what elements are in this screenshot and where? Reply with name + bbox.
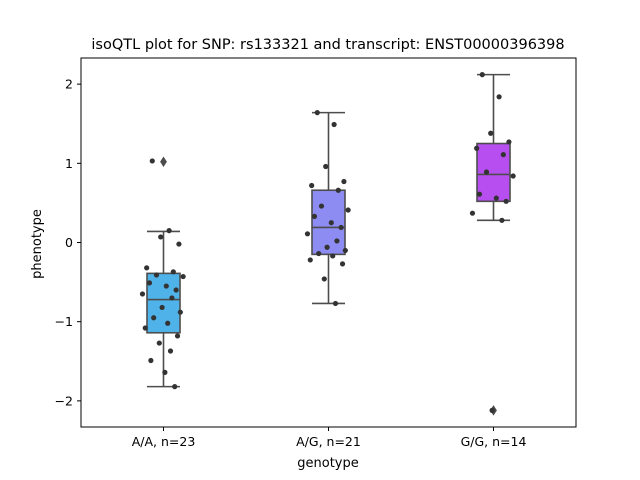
data-point [493, 195, 499, 201]
data-point [148, 357, 154, 364]
data-point [144, 265, 150, 271]
x-axis-label: genotype [297, 456, 358, 471]
data-point [483, 169, 490, 175]
data-point [176, 241, 182, 247]
data-point [503, 198, 509, 204]
data-point [170, 269, 176, 275]
data-point [149, 158, 155, 164]
data-point [342, 247, 348, 254]
data-point [172, 384, 178, 390]
data-point [328, 220, 334, 226]
data-point [151, 315, 157, 321]
y-tick-label: 1 [65, 156, 73, 171]
data-point [476, 191, 483, 197]
data-point [500, 152, 506, 158]
data-point [174, 333, 181, 339]
x-tick-label: G/G, n=14 [461, 434, 527, 449]
data-point [177, 309, 183, 315]
box-1 [146, 272, 181, 334]
data-point [345, 207, 351, 213]
x-tick-label: A/G, n=21 [296, 434, 361, 449]
data-point [324, 244, 330, 250]
data-point [335, 187, 341, 193]
data-point [166, 228, 172, 234]
data-point [307, 257, 313, 263]
data-point [304, 231, 311, 237]
data-point [321, 276, 327, 282]
data-point [331, 121, 337, 128]
data-point [146, 280, 153, 286]
data-point [338, 224, 344, 231]
data-point [489, 407, 495, 413]
data-point [506, 139, 512, 145]
chart-title: isoQTL plot for SNP: rs133321 and transc… [91, 37, 564, 53]
y-tick-label: −1 [55, 314, 73, 329]
data-point [153, 272, 160, 278]
data-point [339, 261, 346, 267]
data-point [314, 110, 320, 116]
data-point [330, 253, 336, 259]
data-point [341, 178, 347, 185]
data-point [479, 72, 485, 78]
data-point [162, 369, 168, 375]
y-tick-label: 0 [65, 235, 73, 250]
plot-frame [80, 57, 577, 428]
data-point [469, 210, 476, 216]
data-point [488, 130, 494, 136]
data-point [474, 145, 480, 151]
data-point [165, 320, 171, 326]
data-point [323, 163, 329, 170]
box-3 [476, 142, 511, 203]
data-point [173, 287, 179, 293]
x-tick-label: A/A, n=23 [132, 434, 196, 449]
y-axis-label: phenotype [30, 209, 45, 279]
data-point [180, 273, 186, 280]
data-point [496, 94, 502, 100]
data-point [311, 213, 318, 219]
data-point [159, 304, 165, 311]
box-2 [311, 189, 346, 256]
data-point [156, 340, 162, 346]
data-point [167, 348, 174, 354]
plot-area: −2 −1 0 1 2 A/A, n=23 A/G, n=21 G/G, n=14 [55, 72, 527, 449]
data-point [163, 283, 169, 289]
y-tick-label: −2 [55, 393, 73, 408]
data-point [316, 250, 322, 257]
data-point [169, 295, 175, 301]
data-point [334, 238, 340, 244]
data-point [332, 300, 339, 307]
data-point [309, 182, 315, 189]
outlier-marker [160, 156, 167, 167]
y-tick-label: 2 [65, 77, 73, 92]
data-point [318, 203, 325, 209]
data-point [158, 234, 164, 240]
data-point [142, 325, 148, 331]
data-point [139, 291, 146, 297]
data-point [499, 217, 505, 223]
data-point [510, 173, 516, 179]
